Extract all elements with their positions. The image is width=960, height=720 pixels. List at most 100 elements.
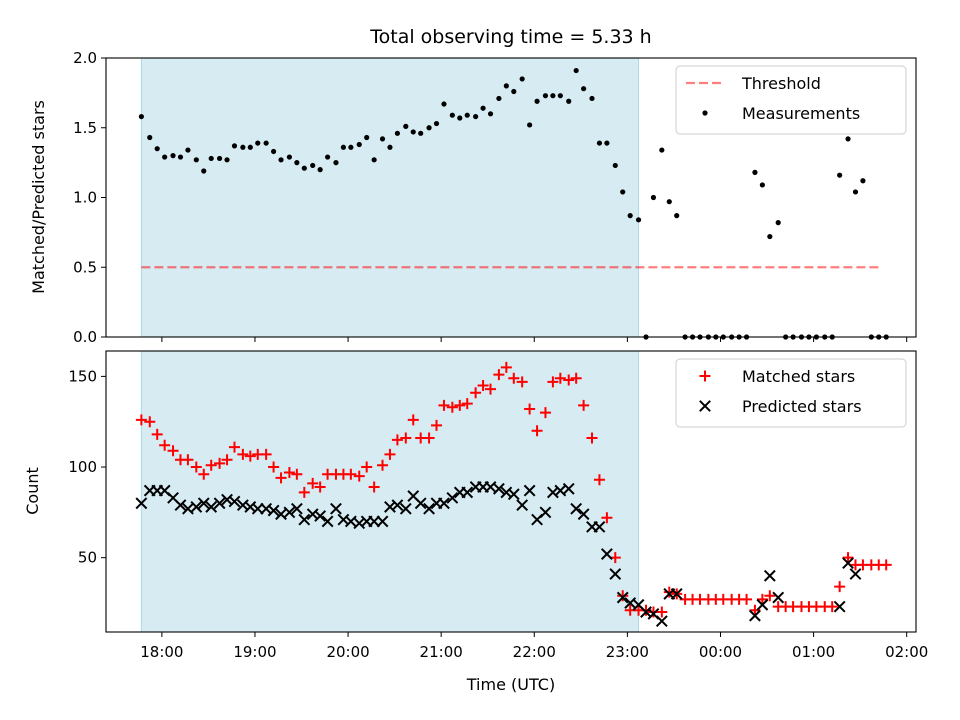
x-point [135, 497, 148, 510]
x-point [213, 497, 226, 510]
dot-point [837, 172, 843, 178]
dot-point [310, 162, 316, 169]
dot-point [487, 111, 494, 117]
dot-point [216, 155, 223, 162]
x-point [577, 508, 590, 521]
x-point [314, 510, 327, 522]
dot-point [534, 98, 540, 104]
dot-point [224, 157, 230, 163]
plus-point [298, 486, 310, 498]
plus-point [167, 445, 179, 457]
x-point [749, 609, 761, 622]
x-point [290, 502, 303, 515]
x-tick-label: 18:00 [140, 643, 183, 661]
dot-point [441, 101, 447, 107]
plus-point [291, 468, 303, 480]
plus-point [144, 416, 156, 428]
dot-point [426, 125, 432, 131]
dot-point [557, 93, 563, 99]
x-point [368, 515, 381, 528]
y-tick-label: 2.0 [73, 49, 97, 67]
legend: Threshold Measurements [675, 65, 907, 135]
x-point [321, 515, 334, 528]
dot-point [340, 144, 347, 150]
x-point [562, 482, 575, 495]
x-point [670, 588, 683, 600]
bottom-y-axis-label: Count [23, 467, 42, 515]
x-point [283, 506, 296, 519]
dot-point [333, 160, 339, 166]
plus-point [268, 461, 280, 473]
plus-point [400, 432, 412, 444]
dot-point [170, 153, 176, 159]
x-axis-label: Time (UTC) [466, 675, 555, 694]
dot-point [542, 93, 549, 99]
dot-point [596, 140, 603, 146]
plus-point [345, 468, 357, 480]
dot-point [449, 112, 455, 118]
plus-point [182, 454, 194, 466]
plus-point [570, 372, 582, 384]
dot-point [410, 129, 416, 135]
plus-point [617, 590, 629, 602]
x-tick-label: 00:00 [699, 643, 742, 661]
plus-point [353, 470, 365, 482]
plus-point [454, 399, 466, 411]
x-point [616, 591, 629, 604]
x-point [516, 499, 529, 512]
plus-point [539, 407, 551, 419]
observing-window-band [140, 57, 640, 338]
dot-point [566, 98, 572, 104]
legend-label: Threshold [741, 74, 821, 93]
plus-point [826, 601, 838, 613]
x-tick-label: 02:00 [885, 643, 928, 661]
plus-point [461, 398, 473, 410]
dot-point [759, 182, 765, 188]
y-tick-label: 0.5 [73, 258, 97, 276]
series-matched-stars [135, 361, 892, 618]
plus-point [516, 376, 528, 388]
dot-point [852, 189, 859, 195]
x-point [600, 548, 613, 560]
dot-point [627, 213, 633, 219]
plus-point [244, 450, 256, 462]
plus-point [198, 468, 210, 480]
dot-point [263, 140, 269, 146]
dot-point [550, 93, 556, 99]
dot-point [278, 157, 284, 163]
x-point [414, 497, 427, 510]
plus-point [438, 399, 450, 411]
plus-point [485, 383, 497, 395]
dot-point [650, 194, 657, 201]
plus-point [834, 581, 846, 593]
y-tick-label: 0.0 [73, 328, 97, 346]
x-point [376, 515, 389, 528]
plus-point [159, 439, 171, 451]
plus-point [228, 441, 240, 453]
y-tick-label: 100 [68, 458, 97, 476]
dot-point [270, 148, 277, 155]
plus-point [446, 401, 458, 413]
x-point [593, 520, 606, 533]
dot-point [752, 169, 758, 175]
observing-window-band [140, 350, 640, 633]
plus-point [749, 604, 761, 616]
x-point [461, 486, 474, 499]
plus-point [554, 372, 566, 384]
dot-point [356, 141, 362, 148]
x-point [438, 497, 450, 510]
axes-frame [105, 350, 917, 633]
dot-point [371, 157, 377, 163]
plus-point [531, 425, 543, 437]
dot-point [666, 199, 672, 205]
x-point [205, 501, 218, 513]
dot-point [519, 76, 525, 82]
dot-point [317, 167, 323, 173]
dot-point [433, 120, 440, 127]
count-panel: 50 100 150 18:00 19:00 20:00 21:00 22:00 23:00 00… [68, 350, 928, 661]
plus-point [500, 361, 512, 373]
plus-point [764, 590, 776, 602]
plus-point [391, 434, 403, 446]
plus-point [361, 461, 373, 473]
y-tick-label: 50 [78, 549, 97, 567]
